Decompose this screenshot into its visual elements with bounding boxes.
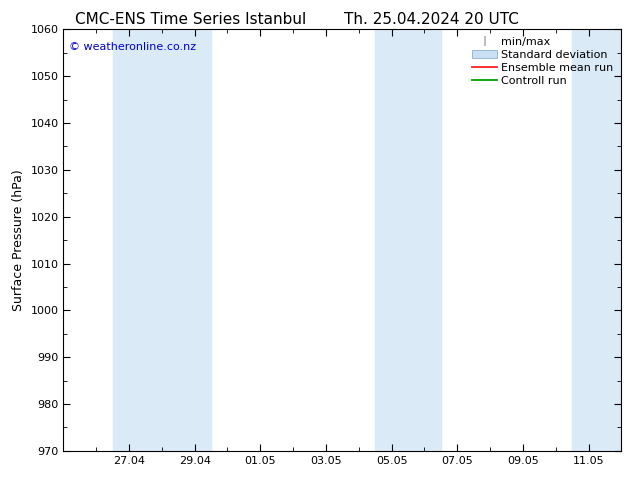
Bar bbox=[113, 29, 211, 451]
Text: Th. 25.04.2024 20 UTC: Th. 25.04.2024 20 UTC bbox=[344, 12, 519, 27]
Legend: min/max, Standard deviation, Ensemble mean run, Controll run: min/max, Standard deviation, Ensemble me… bbox=[470, 35, 616, 88]
Text: CMC-ENS Time Series Istanbul: CMC-ENS Time Series Istanbul bbox=[75, 12, 306, 27]
Y-axis label: Surface Pressure (hPa): Surface Pressure (hPa) bbox=[12, 169, 25, 311]
Text: © weatheronline.co.nz: © weatheronline.co.nz bbox=[69, 42, 196, 52]
Bar bbox=[375, 29, 441, 451]
Bar bbox=[572, 29, 621, 451]
